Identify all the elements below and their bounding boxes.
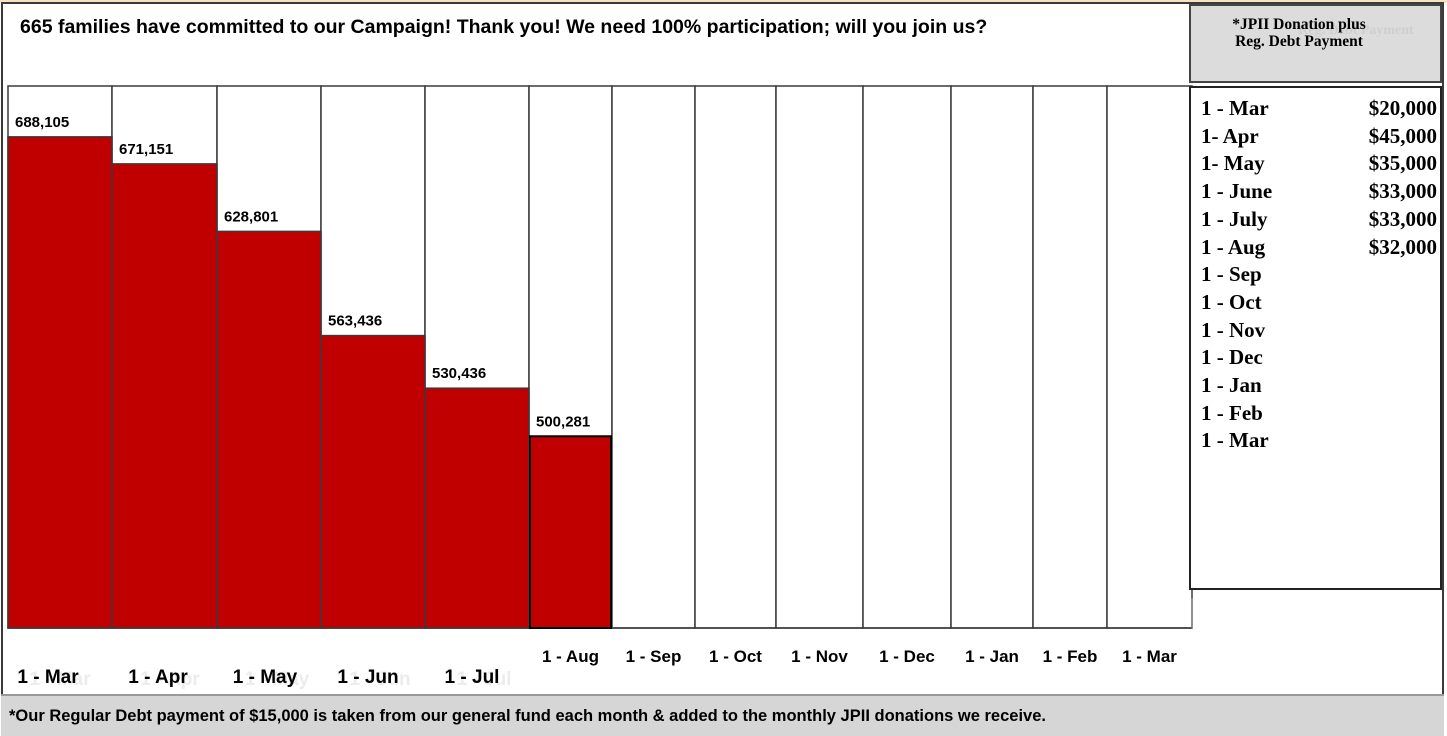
bar xyxy=(529,435,612,629)
x-tick-label: 1 - Oct xyxy=(709,647,762,666)
schedule-row: 1- Apr $45,000 xyxy=(1201,124,1437,152)
x-tick-label: 1 - Jun xyxy=(337,667,398,688)
schedule-row-amount: $35,000 xyxy=(1368,151,1437,176)
schedule-row-label: 1 - Oct xyxy=(1201,289,1262,314)
schedule-row-amount: $33,000 xyxy=(1368,179,1437,204)
chart-column xyxy=(1032,85,1108,629)
schedule-row: 1 - Feb xyxy=(1201,401,1437,429)
x-tick-label: 1 - Jan xyxy=(965,647,1019,666)
schedule-row-label: 1 - June xyxy=(1201,179,1273,204)
schedule-row: 1 - Jan xyxy=(1201,373,1437,401)
tick-label-ghost: 1 - Jun xyxy=(349,669,410,690)
schedule-row-label: 1 - Jan xyxy=(1201,373,1262,397)
chart-column xyxy=(862,85,952,629)
bar-value-label: 530,436 xyxy=(432,365,486,382)
schedule-row-amount: $33,000 xyxy=(1368,206,1437,231)
schedule-row: 1 - Mar xyxy=(1201,428,1437,456)
x-tick-label: 1 - Mar xyxy=(17,667,79,688)
x-tick-label: 1 - Nov xyxy=(791,647,848,666)
chart-column xyxy=(1106,85,1193,629)
schedule-row: 1 - Oct xyxy=(1201,290,1437,318)
schedule-row-amount: $20,000 xyxy=(1368,96,1437,120)
bar xyxy=(111,163,218,629)
x-tick-label: 1 - Apr xyxy=(128,667,188,688)
bar xyxy=(424,387,530,629)
chart-column xyxy=(775,85,864,629)
tick-label-ghost: 1 - Jul xyxy=(457,669,512,690)
x-tick-label: 1 - Jul xyxy=(445,667,500,688)
schedule-row-label: 1 - July xyxy=(1201,206,1268,231)
schedule-row-label: 1- May xyxy=(1201,151,1265,176)
schedule-row-amount: $45,000 xyxy=(1368,123,1437,148)
schedule-row: 1 - Dec xyxy=(1201,345,1437,373)
schedule-row: 1 - June $33,000 xyxy=(1201,179,1437,207)
tick-label-ghost: 1 - Mar xyxy=(29,669,91,690)
schedule-row: 1 - July $33,000 xyxy=(1201,207,1437,235)
x-tick-label: 1 - May xyxy=(233,667,298,688)
x-tick-label: 1 - Mar xyxy=(1122,647,1177,666)
schedule-row-amount: $32,000 xyxy=(1368,234,1437,259)
bar xyxy=(216,230,322,629)
bar-value-label: 671,151 xyxy=(119,141,173,158)
schedule-row-label: 1 - Sep xyxy=(1201,262,1262,287)
schedule-row-label: 1 - Feb xyxy=(1201,400,1263,425)
bar-value-label: 563,436 xyxy=(328,313,382,330)
bar-value-label: 500,281 xyxy=(536,413,590,430)
sidebar-title-line1: *JPII Donation plus xyxy=(1232,16,1366,33)
donation-schedule-panel: 1 - Mar $20,000 1- Apr $45,000 1- May $35,000… xyxy=(1189,86,1442,590)
bar xyxy=(7,136,113,629)
schedule-row-label: 1- Apr xyxy=(1201,123,1259,148)
schedule-row: 1- May $35,000 xyxy=(1201,151,1437,179)
sidebar-title-line2: Reg. Debt Payment xyxy=(1235,33,1363,50)
bar-chart: 688,105 671,151 628,801 563,436 530,436 500,2… xyxy=(7,85,1193,690)
sidebar-header: Reg. Debt Payment *JPII Donation plus Re… xyxy=(1189,4,1442,83)
x-tick-label: 1 - Aug xyxy=(542,647,599,666)
tick-label-ghost: 1 - May xyxy=(245,669,310,690)
schedule-row-label: 1 - Dec xyxy=(1201,345,1263,370)
schedule-row-label: 1 - Aug xyxy=(1201,234,1266,259)
footer-note: *Our Regular Debt payment of $15,000 is … xyxy=(1,694,1444,736)
schedule-row: 1 - Sep xyxy=(1201,262,1437,290)
schedule-row: 1 - Nov xyxy=(1201,318,1437,346)
bar-value-label: 628,801 xyxy=(224,208,278,225)
top-accent-line xyxy=(0,0,1447,3)
footer-text: *Our Regular Debt payment of $15,000 is … xyxy=(9,707,1046,725)
sidebar-title: *JPII Donation plus Reg. Debt Payment xyxy=(1209,16,1389,50)
chart-column xyxy=(694,85,777,629)
campaign-headline: 665 families have committed to our Campa… xyxy=(20,16,988,38)
schedule-row: 1 - Mar $20,000 xyxy=(1201,96,1437,124)
schedule-row-label: 1 - Mar xyxy=(1201,96,1269,120)
schedule-row: 1 - Aug $32,000 xyxy=(1201,235,1437,263)
bar xyxy=(320,334,426,629)
bar-value-label: 688,105 xyxy=(15,114,69,131)
tick-label-ghost: 1 - Apr xyxy=(140,669,200,690)
schedule-row-label: 1 - Nov xyxy=(1201,317,1266,342)
sidebar-header-shadow-text: Reg. Debt Payment xyxy=(1298,23,1414,38)
chart-column xyxy=(611,85,696,629)
x-tick-label: 1 - Sep xyxy=(626,647,682,666)
chart-column xyxy=(950,85,1034,629)
x-tick-label: 1 - Dec xyxy=(879,647,935,666)
x-tick-label: 1 - Feb xyxy=(1043,647,1098,666)
schedule-row-label: 1 - Mar xyxy=(1201,428,1269,453)
